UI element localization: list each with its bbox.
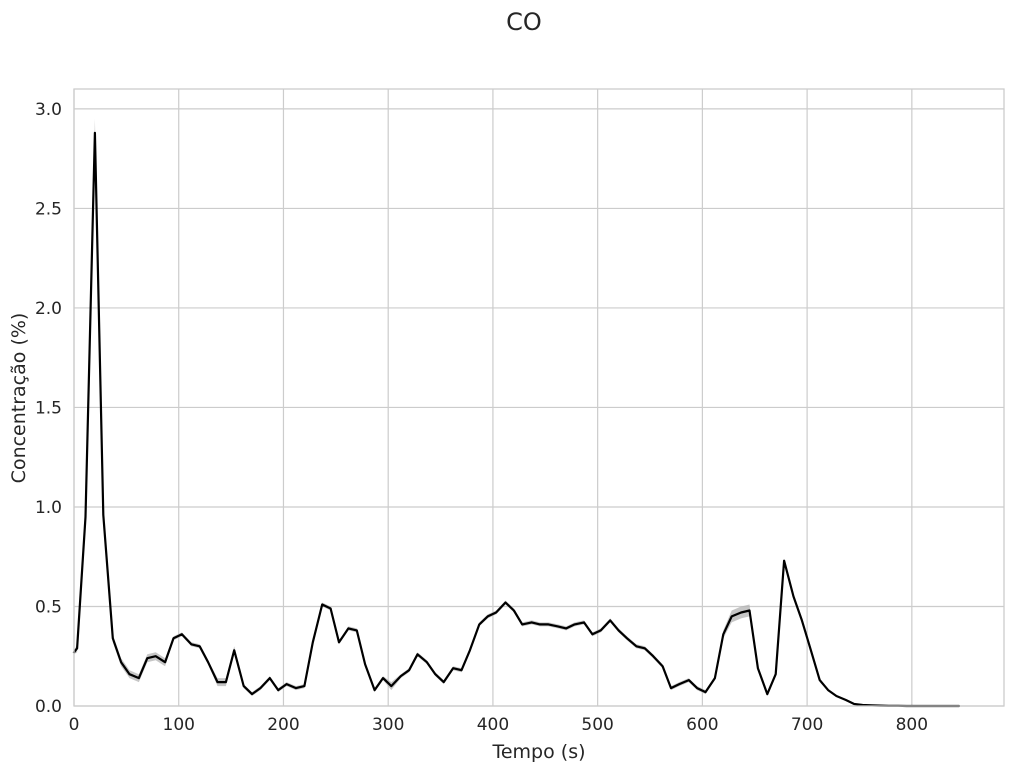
y-tick-label: 3.0 [35,100,62,120]
x-tick-labels: 0 100 200 300 400 500 600 700 800 [69,715,928,735]
y-tick-labels: 0.0 0.5 1.0 1.5 2.0 2.5 3.0 [35,100,62,717]
y-tick-label: 0.0 [35,697,62,717]
x-tick-label: 400 [477,715,509,735]
x-tick-label: 500 [581,715,613,735]
plot-frame [73,88,1005,707]
confidence-band [74,118,959,706]
x-tick-label: 200 [267,715,299,735]
x-axis-label: Tempo (s) [491,741,585,763]
x-tick-label: 600 [686,715,718,735]
plot-border [73,88,1005,707]
grid [73,89,1004,707]
x-tick-label: 700 [791,715,823,735]
y-tick-label: 0.5 [35,597,62,617]
x-tick-label: 300 [372,715,404,735]
x-tick-label: 100 [163,715,195,735]
chart-title: CO [506,8,542,36]
confidence-band-layer [74,118,959,706]
x-tick-label: 800 [896,715,928,735]
y-tick-label: 1.5 [35,398,62,418]
y-tick-label: 2.5 [35,199,62,219]
series-line [72,131,961,708]
y-tick-label: 2.0 [35,299,62,319]
y-tick-label: 1.0 [35,498,62,518]
x-tick-label: 0 [69,715,80,735]
y-axis-label: Concentração (%) [8,313,30,484]
series-line-layer [72,131,961,708]
